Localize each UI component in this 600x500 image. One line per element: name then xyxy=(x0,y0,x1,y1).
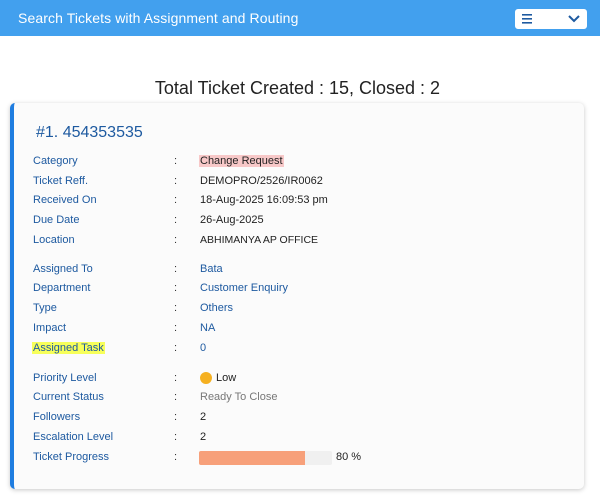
field-label: Impact xyxy=(33,322,67,334)
field-row-escalation-level: Escalation Level : 2 xyxy=(14,428,574,446)
field-colon: : xyxy=(174,194,178,206)
chevron-down-icon xyxy=(568,15,580,23)
field-label: Received On xyxy=(33,194,97,206)
field-label: Due Date xyxy=(33,214,80,226)
field-row-ticket-ref: Ticket Reff. : DEMOPRO/2526/IR0062 xyxy=(14,172,574,190)
field-value-assigned-to: Bata xyxy=(200,263,223,275)
field-colon: : xyxy=(174,302,178,314)
field-colon: : xyxy=(174,282,178,294)
field-row-impact: Impact : NA xyxy=(14,319,574,337)
field-colon: : xyxy=(174,155,178,167)
field-colon: : xyxy=(174,234,178,246)
field-label: Type xyxy=(33,302,57,314)
field-value-impact: NA xyxy=(200,322,216,334)
ticket-title[interactable]: #1. 454353535 xyxy=(36,124,143,141)
field-label: Location xyxy=(33,234,75,246)
ticket-progress-text: 80 % xyxy=(336,451,362,463)
menu-dropdown[interactable] xyxy=(515,9,587,29)
field-row-category: Category : Change Request xyxy=(14,152,574,170)
field-colon: : xyxy=(174,342,178,354)
field-row-department: Department : Customer Enquiry xyxy=(14,279,574,297)
field-label: Followers xyxy=(33,411,81,423)
field-value-department: Customer Enquiry xyxy=(200,282,289,294)
field-label: Ticket Reff. xyxy=(33,175,89,187)
field-row-priority-level: Priority Level : Low xyxy=(14,369,574,387)
field-label: Assigned Task xyxy=(32,342,105,354)
priority-dot-icon xyxy=(200,372,212,385)
field-colon: : xyxy=(174,175,178,187)
field-row-location: Location : ABHIMANYA AP OFFICE xyxy=(14,231,574,249)
field-label: Assigned To xyxy=(33,263,93,275)
field-row-current-status: Current Status : Ready To Close xyxy=(14,388,574,406)
ticket-card[interactable]: #1. 454353535 Category : Change Request … xyxy=(10,103,584,489)
field-colon: : xyxy=(174,391,178,403)
field-colon: : xyxy=(174,411,178,423)
hamburger-icon xyxy=(522,14,534,24)
field-value-escalation-level: 2 xyxy=(200,431,207,443)
field-value-due-date: 26-Aug-2025 xyxy=(200,214,264,226)
field-label: Escalation Level xyxy=(33,431,114,443)
ticket-progress-bar xyxy=(199,451,332,465)
field-colon: : xyxy=(174,322,178,334)
field-value-assigned-task[interactable]: 0 xyxy=(200,342,207,354)
field-row-assigned-task: Assigned Task : 0 xyxy=(14,339,574,357)
field-colon: : xyxy=(174,372,178,384)
top-header-bar: Search Tickets with Assignment and Routi… xyxy=(0,0,600,36)
field-colon: : xyxy=(174,263,178,275)
field-row-assigned-to: Assigned To : Bata xyxy=(14,260,574,278)
field-row-received-on: Received On : 18-Aug-2025 16:09:53 pm xyxy=(14,191,574,209)
ticket-progress-fill xyxy=(199,451,306,465)
field-row-due-date: Due Date : 26-Aug-2025 xyxy=(14,211,574,229)
field-value-current-status: Ready To Close xyxy=(200,391,278,403)
field-row-ticket-progress: Ticket Progress : 80 % xyxy=(14,448,574,466)
page-title: Search Tickets with Assignment and Routi… xyxy=(18,10,299,26)
field-value-ticket-ref: DEMOPRO/2526/IR0062 xyxy=(200,175,323,187)
field-value-followers: 2 xyxy=(200,411,207,423)
field-label: Category xyxy=(33,155,78,167)
field-colon: : xyxy=(174,214,178,226)
field-value-category: Change Request xyxy=(199,155,284,167)
field-value-received-on: 18-Aug-2025 16:09:53 pm xyxy=(200,194,328,206)
field-label: Current Status xyxy=(33,391,104,403)
field-row-type: Type : Others xyxy=(14,299,574,317)
priority-text: Low xyxy=(216,371,237,384)
field-value-priority-level: Low xyxy=(200,371,237,385)
field-value-type: Others xyxy=(200,302,234,314)
field-row-followers: Followers : 2 xyxy=(14,408,574,426)
field-label: Department xyxy=(33,282,91,294)
field-value-location: ABHIMANYA AP OFFICE xyxy=(200,234,319,246)
field-colon: : xyxy=(174,451,178,463)
field-colon: : xyxy=(174,431,178,443)
field-label: Priority Level xyxy=(33,372,97,384)
ticket-summary: Total Ticket Created : 15, Closed : 2 xyxy=(154,78,441,98)
field-label: Ticket Progress xyxy=(33,451,110,463)
